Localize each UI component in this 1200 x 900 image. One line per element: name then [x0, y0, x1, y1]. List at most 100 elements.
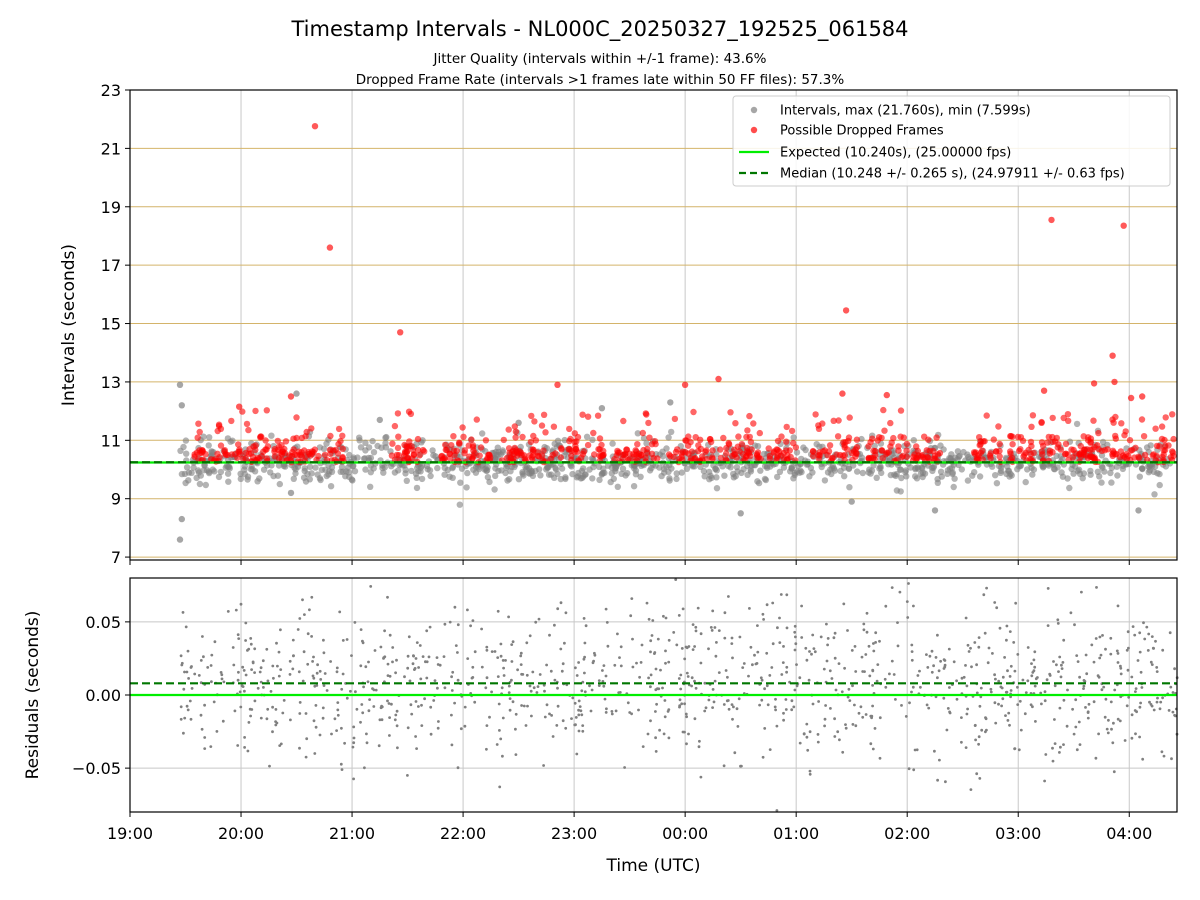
residual-point — [1130, 736, 1134, 740]
residual-point — [391, 646, 395, 649]
interval-point — [430, 452, 437, 459]
interval-point — [543, 466, 550, 473]
dropped-frame-point — [930, 447, 937, 455]
residual-point — [863, 670, 866, 673]
residual-point — [906, 616, 910, 619]
residual-point — [601, 680, 605, 683]
residual-point — [639, 661, 643, 664]
residual-point — [800, 604, 803, 608]
residual-point — [711, 688, 715, 691]
residual-point — [640, 643, 644, 647]
dropped-frame-point — [812, 411, 819, 418]
residual-point — [1152, 647, 1155, 650]
interval-point — [369, 437, 376, 445]
chart-title: Timestamp Intervals - NL000C_20250327_19… — [290, 17, 908, 42]
residual-point — [297, 670, 301, 674]
residual-point — [808, 769, 812, 773]
interval-point — [691, 463, 698, 470]
residual-point — [826, 643, 829, 647]
residual-point — [1086, 710, 1090, 714]
residual-point — [677, 677, 681, 680]
interval-point — [732, 473, 739, 480]
residual-point — [1053, 718, 1056, 721]
x-tick-label-19:00: 19:00 — [107, 824, 153, 843]
dropped-frame-point — [196, 428, 203, 436]
residual-point — [751, 663, 754, 667]
interval-point — [515, 476, 523, 483]
residual-point — [302, 650, 306, 654]
dropped-frame-point — [1161, 436, 1168, 444]
residual-point — [387, 702, 391, 705]
residual-point — [231, 646, 235, 649]
residual-point — [1167, 709, 1171, 712]
residual-point — [276, 664, 279, 668]
residual-point — [833, 717, 836, 721]
dropped-frame-point — [236, 448, 243, 455]
dropped-frame-point — [778, 433, 785, 440]
dropped-frame-point — [485, 451, 493, 458]
dropped-frame-point — [446, 455, 454, 462]
residual-point — [442, 655, 446, 658]
residual-point — [298, 746, 301, 750]
residual-point — [1021, 678, 1025, 682]
residual-point — [724, 669, 728, 672]
residual-point — [1016, 703, 1020, 706]
residual-point — [415, 747, 418, 750]
residual-point — [962, 675, 966, 679]
dropped-frame-point — [1160, 451, 1167, 458]
residual-point — [998, 626, 1002, 630]
interval-point — [196, 480, 204, 488]
dropped-frame-point — [776, 448, 783, 455]
residual-point — [1016, 653, 1020, 656]
residual-point — [519, 654, 523, 658]
residual-point — [1059, 675, 1063, 679]
residual-point — [437, 720, 440, 723]
dropped-frame-point — [1083, 446, 1091, 453]
residual-point — [937, 669, 941, 673]
residual-point — [361, 711, 365, 715]
residual-point — [912, 604, 915, 608]
residual-point — [680, 647, 684, 650]
interval-point — [268, 432, 275, 439]
interval-point — [643, 440, 650, 447]
residual-point — [380, 718, 384, 722]
residual-point — [1017, 748, 1021, 752]
residual-point — [666, 710, 670, 713]
residual-point — [667, 638, 671, 642]
interval-point — [237, 470, 244, 477]
residual-point — [973, 724, 977, 727]
dropped-frame-point — [217, 442, 225, 449]
residual-point — [1116, 661, 1120, 664]
dropped-frame-point — [646, 434, 653, 441]
residual-point — [239, 705, 243, 709]
residual-point — [243, 746, 247, 749]
residual-point — [916, 674, 920, 677]
residual-point — [1161, 696, 1164, 700]
residual-point — [443, 686, 447, 690]
residual-point — [784, 708, 788, 711]
residual-point — [1060, 663, 1063, 667]
interval-point — [413, 474, 420, 481]
residual-point — [771, 642, 775, 646]
residual-point — [985, 586, 988, 590]
residual-point — [965, 684, 969, 688]
interval-point — [249, 466, 256, 473]
dropped-frame-point — [756, 429, 763, 437]
dropped-frame-point — [690, 408, 697, 416]
dropped-frame-point — [990, 436, 997, 443]
dropped-frame-point — [630, 451, 637, 458]
residual-point — [731, 717, 734, 721]
residual-point — [765, 603, 769, 607]
residual-point — [350, 654, 353, 657]
dropped-frame-point — [1028, 442, 1035, 450]
interval-point — [370, 449, 378, 456]
bottom-panel: −0.050.000.05 19:00 20:00 21:00 22:00 23:00 0… — [23, 577, 1179, 876]
residual-point — [892, 673, 896, 676]
residual-point — [816, 740, 820, 744]
residual-point — [310, 595, 314, 599]
residual-point — [1062, 698, 1066, 702]
residual-point — [774, 697, 777, 701]
residual-point — [561, 662, 565, 666]
residual-point — [793, 688, 797, 692]
residual-point — [1142, 621, 1145, 625]
